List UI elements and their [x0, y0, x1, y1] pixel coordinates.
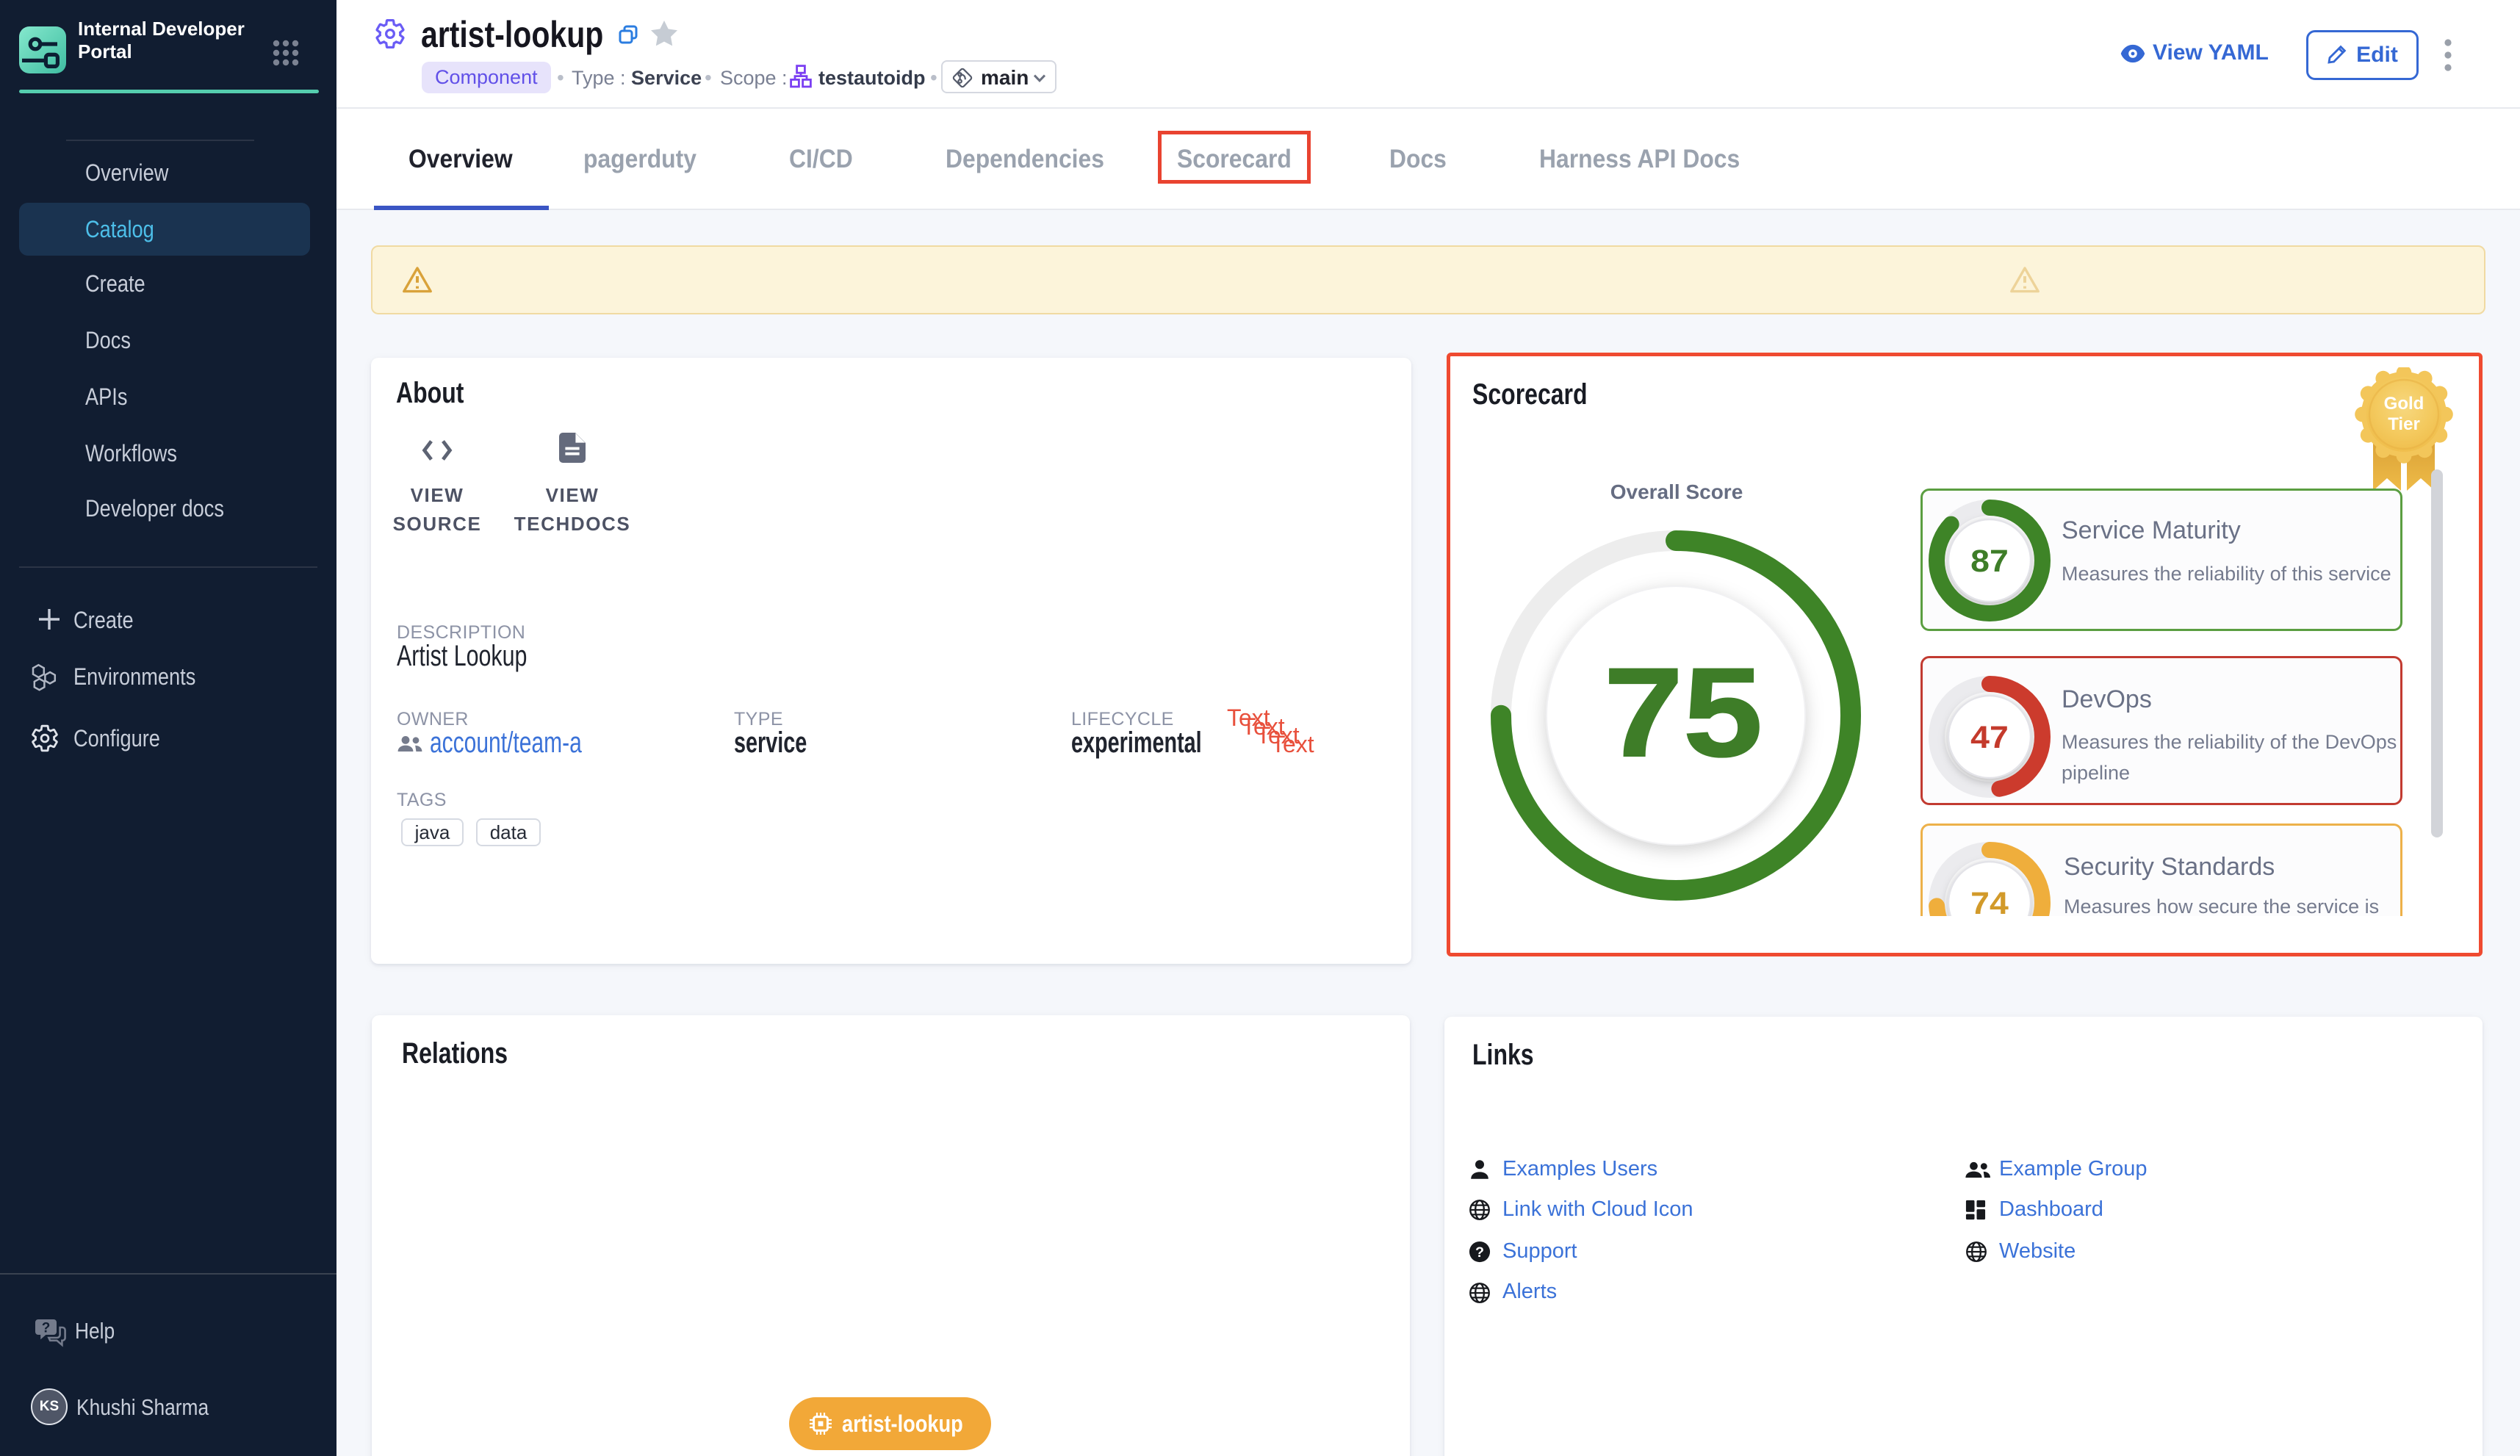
- svg-text:74: 74: [1970, 886, 2009, 916]
- svg-text:87: 87: [1970, 544, 2009, 579]
- svg-text:?: ?: [1475, 1244, 1484, 1261]
- svg-text:Tier: Tier: [2388, 414, 2420, 434]
- svg-text:Gold: Gold: [2384, 394, 2424, 414]
- svg-text:?: ?: [42, 1321, 51, 1336]
- svg-text:47: 47: [1970, 720, 2009, 755]
